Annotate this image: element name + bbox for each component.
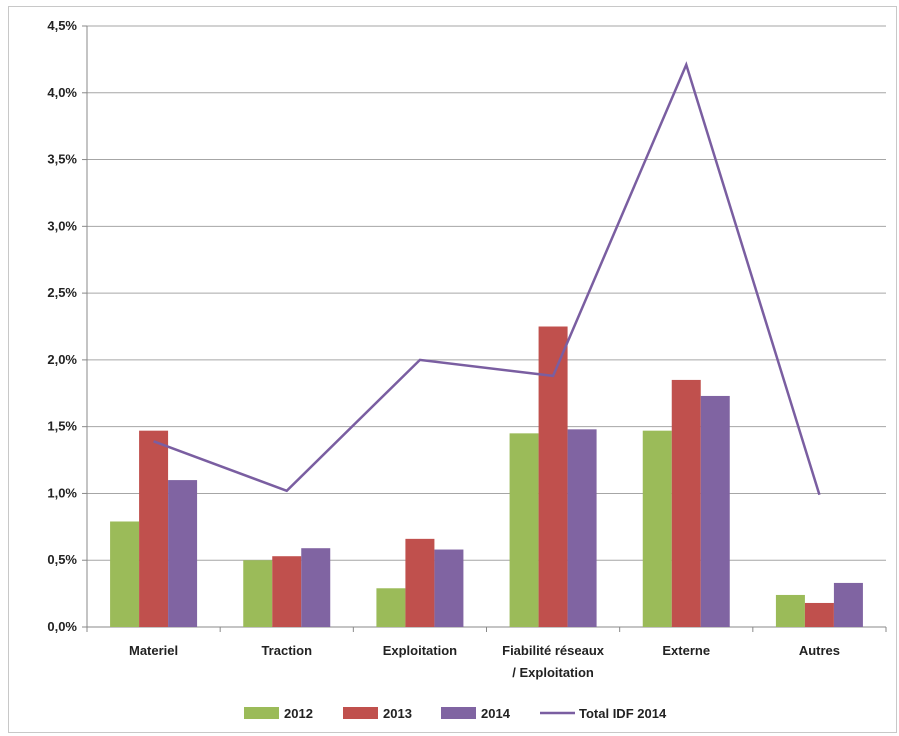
bar-2014-3 [567, 429, 597, 627]
bar-2012-3 [509, 433, 539, 627]
bar-2012-5 [775, 594, 805, 627]
y-tick-label: 4,5% [47, 18, 77, 33]
bar-2013-2 [405, 538, 435, 627]
y-axis: 0,0% 0,5% 1,0% 1,5% 2,0% 2,5% 3,0% 3,5% 4,0% 4,5% [47, 18, 88, 634]
bar-2014-1 [301, 548, 331, 627]
x-category-label: Fiabilité réseaux [502, 643, 605, 658]
line-series-total-idf-2014 [153, 61, 821, 496]
y-tick-label: 4,0% [47, 85, 77, 100]
bar-2014-5 [833, 582, 863, 627]
bars [110, 326, 863, 627]
y-tick-label: 2,5% [47, 285, 77, 300]
y-tick-label: 3,5% [47, 152, 77, 167]
legend: 2012 2013 2014 Total IDF 2014 [244, 706, 667, 721]
legend-swatch-2014 [441, 707, 476, 719]
legend-swatch-2013 [343, 707, 378, 719]
x-category-label: Autres [799, 643, 840, 658]
bar-2012-1 [243, 560, 273, 627]
y-tick-label: 2,0% [47, 352, 77, 367]
x-category-label: Exploitation [383, 643, 457, 658]
y-tick-label: 1,0% [47, 485, 77, 500]
bar-2013-5 [804, 602, 834, 627]
legend-swatch-2012 [244, 707, 279, 719]
x-category-label: Materiel [129, 643, 178, 658]
bar-2012-0 [110, 521, 140, 627]
legend-label: 2012 [284, 706, 313, 721]
y-tick-label: 0,0% [47, 619, 77, 634]
bar-2014-4 [700, 395, 730, 627]
bar-2014-0 [168, 480, 198, 627]
x-category-label: / Exploitation [512, 665, 594, 680]
legend-label: 2013 [383, 706, 412, 721]
y-tick-label: 1,5% [47, 419, 77, 434]
y-tick-label: 3,0% [47, 218, 77, 233]
legend-label: 2014 [481, 706, 511, 721]
legend-label: Total IDF 2014 [579, 706, 667, 721]
x-category-label: Externe [662, 643, 710, 658]
bar-2012-4 [642, 430, 672, 627]
y-tick-label: 0,5% [47, 552, 77, 567]
bar-2013-3 [538, 326, 568, 627]
bar-2013-4 [671, 379, 701, 627]
x-category-label: Traction [261, 643, 312, 658]
x-axis: Materiel Traction Exploitation Fiabilité ré… [86, 627, 887, 680]
bar-2013-0 [139, 430, 169, 627]
bar-2014-2 [434, 549, 464, 627]
bar-2013-1 [272, 556, 302, 627]
bar-2012-2 [376, 588, 406, 627]
total-line [153, 61, 821, 496]
